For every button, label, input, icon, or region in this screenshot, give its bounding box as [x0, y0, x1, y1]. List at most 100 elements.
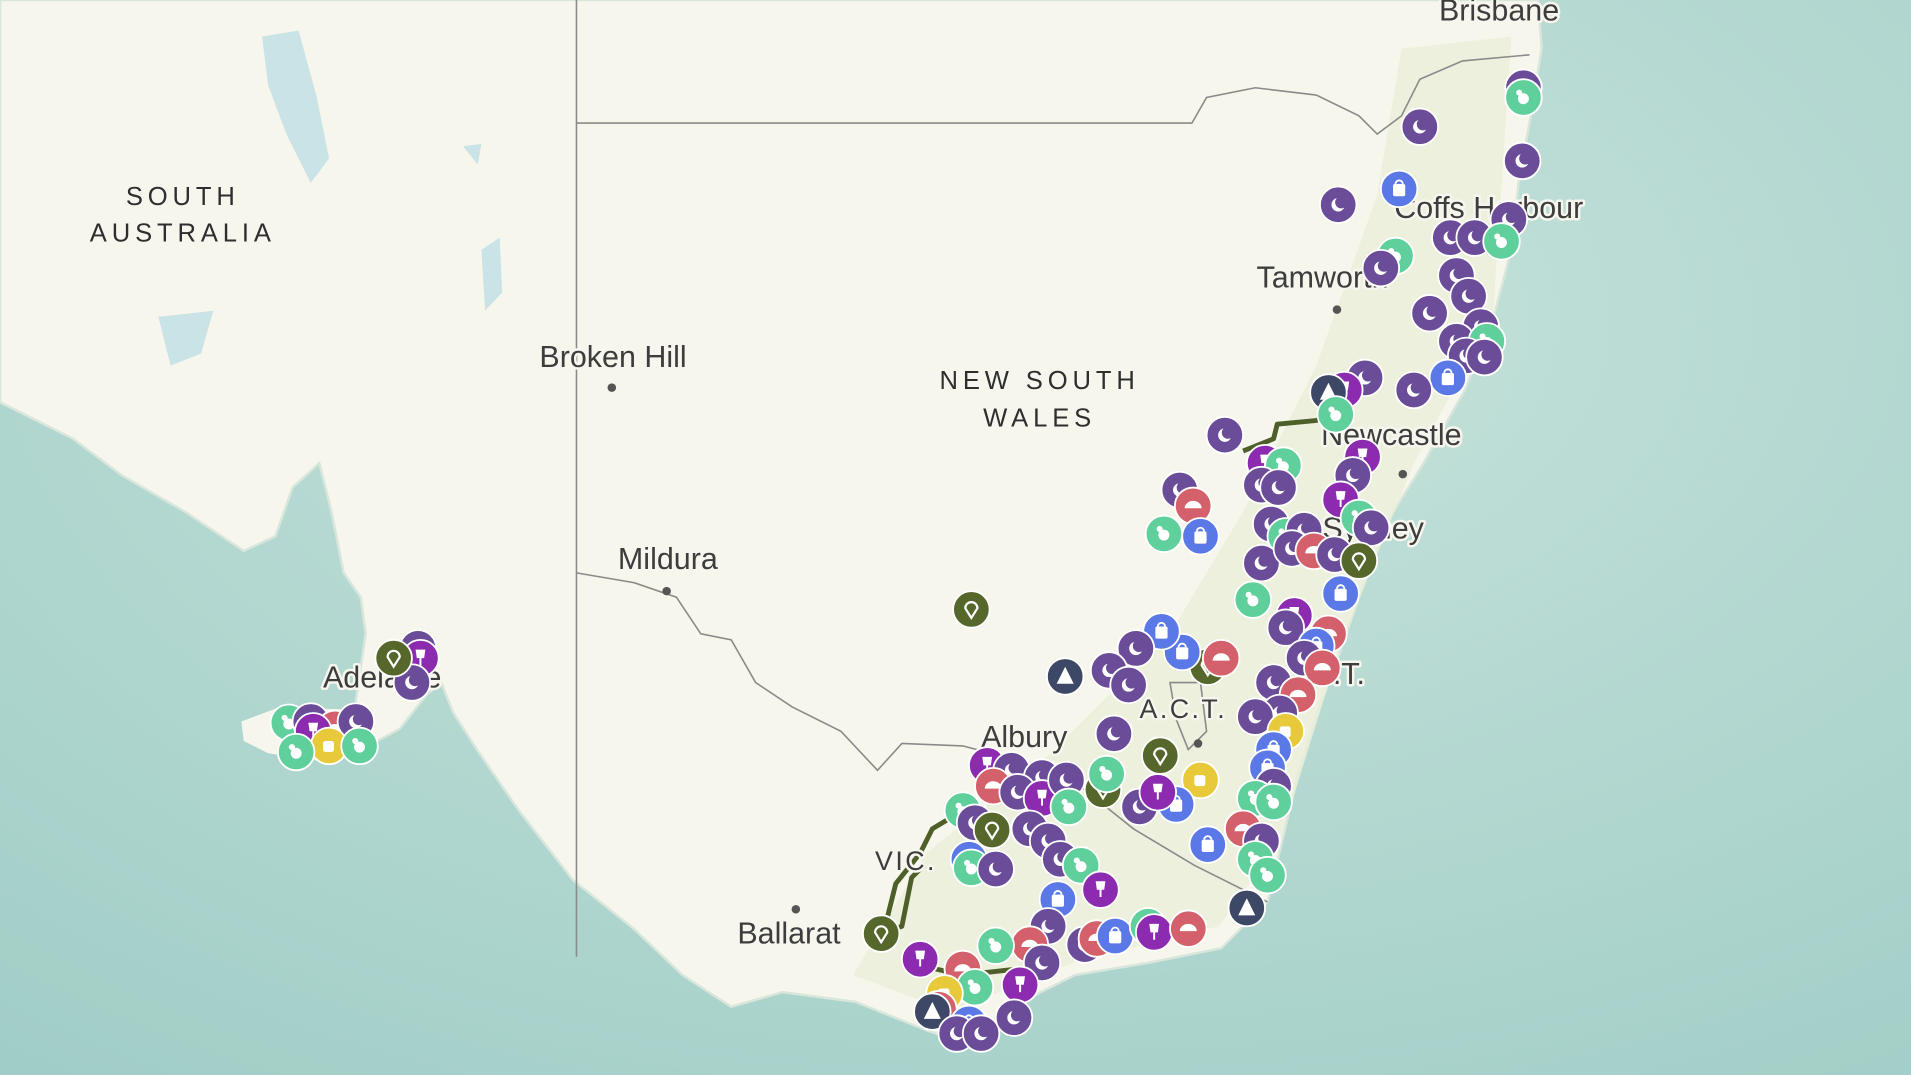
landmark-marker	[1141, 736, 1180, 775]
icon	[1516, 89, 1523, 96]
accommodation-marker	[1318, 185, 1358, 224]
icon	[1095, 881, 1106, 898]
accommodation-marker	[1094, 714, 1134, 753]
accommodation-marker	[1410, 294, 1449, 333]
icon	[1109, 931, 1122, 944]
icon	[984, 781, 1002, 789]
wine-marker	[1000, 965, 1040, 1005]
wine-marker	[1138, 773, 1178, 812]
icon	[969, 982, 981, 994]
icon	[1368, 519, 1381, 532]
region-label: NEW SOUTH	[940, 367, 1140, 395]
city-dots	[607, 305, 1408, 914]
lakes	[158, 30, 503, 366]
icon	[1195, 526, 1206, 532]
food-marker	[1201, 638, 1241, 678]
wine-marker	[1081, 870, 1120, 909]
icon	[281, 714, 288, 721]
icon	[1203, 835, 1213, 840]
icon	[954, 964, 972, 972]
place-label: Brisbane	[1439, 0, 1559, 28]
wildlife-marker	[340, 726, 379, 766]
wildlife-marker	[276, 732, 316, 772]
icon	[1335, 491, 1346, 508]
icon	[322, 741, 334, 753]
icon	[1063, 802, 1075, 814]
icon	[1099, 766, 1106, 773]
icon	[1258, 554, 1271, 567]
icon	[1252, 708, 1265, 721]
place-label: Broken Hill	[539, 340, 686, 374]
icon	[1179, 923, 1197, 932]
icon	[288, 744, 295, 751]
landmark-marker	[374, 638, 413, 678]
icon	[923, 1001, 941, 1019]
camping-marker	[913, 992, 952, 1031]
icon	[990, 941, 1002, 953]
icon	[1270, 674, 1283, 687]
marker-circle	[1339, 541, 1379, 580]
region-label: WALES	[983, 405, 1096, 433]
marker-circle	[972, 810, 1012, 850]
icon	[1410, 381, 1423, 394]
icon	[1268, 797, 1280, 809]
icon	[1238, 898, 1256, 916]
icon	[1051, 894, 1064, 907]
icon	[1063, 771, 1076, 784]
icon	[1393, 184, 1406, 197]
icon	[1106, 661, 1119, 675]
icon	[1335, 196, 1348, 209]
wildlife-marker	[1087, 754, 1126, 794]
wildlife-marker	[1248, 855, 1287, 895]
wildlife-marker	[1144, 514, 1184, 554]
icon	[1311, 636, 1321, 642]
icon	[1053, 890, 1063, 895]
icon	[1073, 857, 1080, 864]
icon	[1269, 740, 1279, 745]
icon	[1248, 851, 1255, 858]
icon	[1132, 639, 1146, 653]
food-marker	[1303, 648, 1342, 688]
icon	[1075, 861, 1087, 873]
marker-circle	[861, 914, 901, 953]
icon	[1336, 584, 1346, 589]
wildlife-marker	[1504, 78, 1543, 117]
icon	[1496, 237, 1507, 249]
shopping-marker	[1379, 169, 1419, 209]
icon	[386, 649, 401, 669]
icon	[1426, 304, 1439, 317]
icon	[1158, 529, 1170, 541]
icon	[290, 747, 302, 759]
icon	[1149, 923, 1160, 940]
shopping-marker	[1095, 916, 1135, 956]
icon	[1260, 867, 1267, 874]
icon	[1125, 676, 1138, 689]
food-marker	[1169, 909, 1208, 948]
wildlife-marker	[955, 968, 995, 1007]
wildlife-marker	[1254, 782, 1293, 822]
landmark-marker	[952, 590, 991, 629]
icon	[1038, 954, 1052, 967]
icon	[1349, 466, 1362, 479]
wine-marker	[900, 940, 940, 979]
icon	[1056, 666, 1074, 684]
icon	[1110, 725, 1124, 738]
icon	[1416, 118, 1429, 131]
icon	[1155, 626, 1168, 639]
markers	[269, 68, 1543, 1053]
marker-circle	[952, 590, 991, 629]
cafe-marker	[1181, 760, 1220, 800]
icon	[1443, 368, 1453, 374]
icon	[1330, 410, 1342, 422]
icon	[1101, 769, 1113, 781]
icon	[1479, 333, 1486, 340]
icon	[1394, 179, 1404, 185]
wildlife-marker	[1482, 222, 1521, 261]
icon	[1110, 926, 1120, 932]
icon	[955, 802, 962, 809]
icon	[1248, 790, 1255, 797]
accommodation-marker	[1465, 337, 1504, 377]
icon	[1201, 839, 1214, 852]
icon	[1289, 689, 1307, 698]
